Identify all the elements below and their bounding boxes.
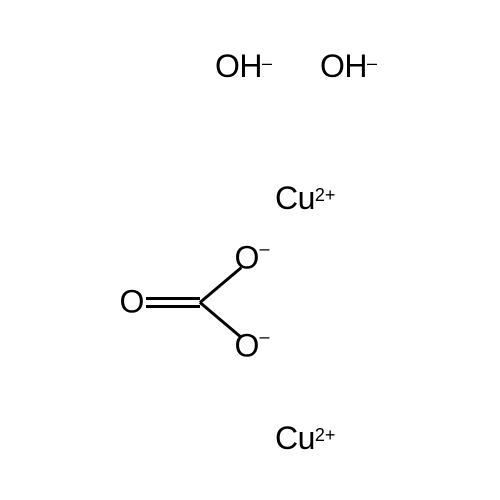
- ion-base: Cu: [275, 180, 315, 216]
- atom-label: O: [120, 284, 145, 320]
- ion-hydroxide-2: OH–: [320, 48, 377, 85]
- atom-oxygen-bottom: O–: [235, 328, 270, 365]
- bond-line: [146, 297, 200, 300]
- atom-label: O: [235, 240, 260, 276]
- bond-line: [146, 305, 200, 308]
- atom-label: O: [235, 328, 260, 364]
- atom-charge: –: [259, 239, 269, 259]
- ion-charge: –: [262, 53, 272, 73]
- atom-oxygen-top: O–: [235, 240, 270, 277]
- ion-charge: –: [367, 53, 377, 73]
- ion-charge: 2+: [315, 185, 336, 205]
- ion-copper-2: Cu2+: [275, 420, 335, 457]
- atom-oxygen-left: O: [120, 284, 145, 321]
- ion-base: OH: [215, 48, 262, 84]
- ion-hydroxide-1: OH–: [215, 48, 272, 85]
- ion-base: OH: [320, 48, 367, 84]
- ion-base: Cu: [275, 420, 315, 456]
- ion-charge: 2+: [315, 425, 336, 445]
- ion-copper-1: Cu2+: [275, 180, 335, 217]
- chemical-diagram: OH– OH– Cu2+ Cu2+ O– O– O: [0, 0, 500, 500]
- atom-charge: –: [259, 327, 269, 347]
